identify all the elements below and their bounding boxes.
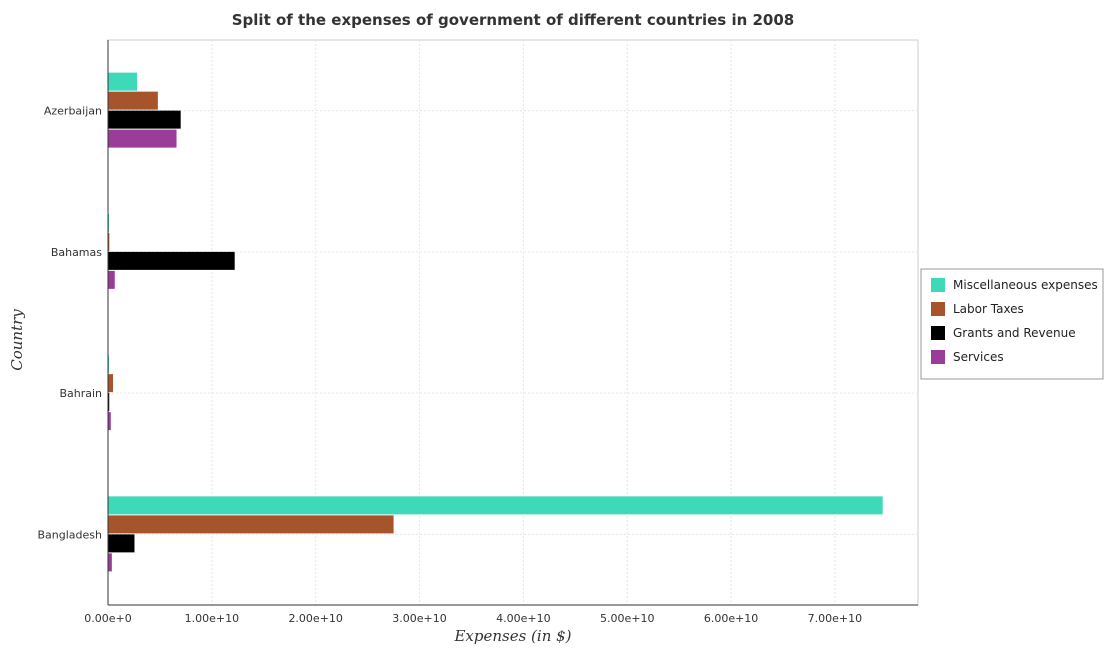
bar-azerbaijan-grants-and-revenue bbox=[108, 110, 181, 129]
y-tick-label: Bahrain bbox=[59, 387, 102, 400]
x-tick-labels: 0.00e+0 1.00e+10 2.00e+10 3.00e+10 4.00e+10 5… bbox=[84, 612, 862, 625]
x-tick-label: 3.00e+10 bbox=[392, 612, 446, 625]
y-tick-label: Bangladesh bbox=[38, 528, 103, 541]
legend-label: Services bbox=[953, 350, 1004, 364]
bar-bangladesh-grants-and-revenue bbox=[108, 534, 135, 553]
legend-label: Grants and Revenue bbox=[953, 326, 1076, 340]
chart-title: Split of the expenses of government of d… bbox=[232, 11, 794, 29]
bar-azerbaijan-miscellaneous-expenses bbox=[108, 72, 138, 91]
legend-swatch bbox=[931, 278, 945, 292]
x-tick-label: 6.00e+10 bbox=[704, 612, 758, 625]
bar-bahrain-services bbox=[108, 412, 111, 431]
bar-azerbaijan-labor-taxes bbox=[108, 91, 158, 110]
bar-bahrain-grants-and-revenue bbox=[108, 393, 110, 412]
x-tick-label: 5.00e+10 bbox=[600, 612, 654, 625]
bar-bahamas-labor-taxes bbox=[108, 232, 110, 251]
bar-bahamas-services bbox=[108, 270, 115, 289]
y-tick-label: Azerbaijan bbox=[44, 105, 102, 118]
legend: Miscellaneous expenses Labor Taxes Grants … bbox=[920, 268, 1104, 380]
plot-area bbox=[107, 39, 919, 606]
bar-azerbaijan-services bbox=[108, 129, 177, 148]
x-tick-label: 7.00e+10 bbox=[808, 612, 862, 625]
x-tick-label: 0.00e+0 bbox=[84, 612, 131, 625]
bar-bangladesh-services bbox=[108, 553, 112, 572]
legend-box bbox=[920, 268, 1104, 380]
bar-bahrain-labor-taxes bbox=[108, 374, 113, 393]
bar-bangladesh-miscellaneous-expenses bbox=[108, 496, 883, 515]
x-axis-label: Expenses (in $) bbox=[453, 627, 571, 645]
x-tick-label: 1.00e+10 bbox=[185, 612, 239, 625]
y-tick-label: Bahamas bbox=[51, 246, 102, 259]
x-tick-label: 4.00e+10 bbox=[496, 612, 550, 625]
bar-bangladesh-labor-taxes bbox=[108, 515, 394, 534]
legend-swatch bbox=[931, 326, 945, 340]
x-tick-label: 2.00e+10 bbox=[288, 612, 342, 625]
legend-swatch bbox=[931, 350, 945, 364]
legend-label: Miscellaneous expenses bbox=[953, 278, 1098, 292]
legend-swatch bbox=[931, 302, 945, 316]
y-tick-labels: Azerbaijan Bahamas Bahrain Bangladesh bbox=[38, 105, 103, 542]
bar-bahamas-grants-and-revenue bbox=[108, 251, 235, 270]
legend-label: Labor Taxes bbox=[953, 302, 1024, 316]
y-axis-label: Country bbox=[8, 309, 26, 371]
